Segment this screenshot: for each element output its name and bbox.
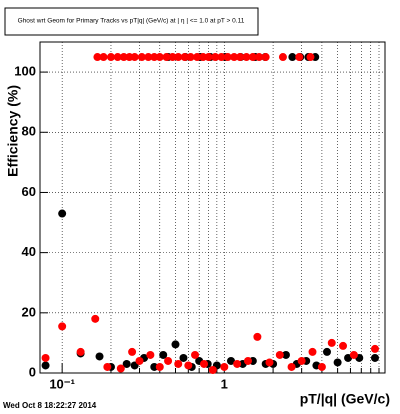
data-point — [128, 347, 137, 356]
data-point — [150, 362, 159, 371]
data-point — [220, 362, 229, 371]
data-point — [171, 340, 180, 349]
data-point — [288, 53, 297, 62]
data-point — [339, 341, 348, 350]
data-point — [179, 353, 188, 362]
y-tick-label: 20 — [22, 304, 36, 319]
data-point — [255, 53, 264, 62]
data-point — [91, 314, 100, 323]
data-point — [287, 362, 296, 371]
data-point — [370, 353, 379, 362]
data-point — [208, 365, 217, 374]
data-point — [322, 347, 331, 356]
data-point — [113, 53, 122, 62]
x-tick-label: 1 — [221, 376, 228, 391]
plot-frame — [39, 41, 386, 374]
data-point — [236, 53, 245, 62]
data-point — [174, 359, 183, 368]
data-point — [135, 356, 144, 365]
data-point — [180, 53, 189, 62]
data-point — [211, 53, 220, 62]
data-point — [278, 53, 287, 62]
data-point — [227, 356, 236, 365]
data-point — [186, 53, 195, 62]
data-point — [116, 364, 125, 373]
data-point — [370, 344, 379, 353]
data-point — [41, 361, 50, 370]
data-point — [248, 53, 257, 62]
data-point — [265, 358, 274, 367]
title-box — [4, 7, 259, 36]
data-point — [204, 53, 213, 62]
y-tick-label: 80 — [22, 124, 36, 139]
data-point — [253, 332, 262, 341]
data-point — [99, 53, 108, 62]
data-point — [200, 359, 209, 368]
y-tick-label: 0 — [29, 364, 36, 379]
timestamp: Wed Oct 8 18:22:27 2014 — [3, 401, 97, 410]
x-tick-label: 10⁻¹ — [49, 376, 75, 391]
data-point — [144, 53, 153, 62]
chart-title: Ghost wrt Geom for Primary Tracks vs pT|… — [18, 18, 245, 25]
data-point — [317, 362, 326, 371]
data-point — [174, 53, 183, 62]
data-point — [261, 53, 270, 62]
y-tick-label: 60 — [22, 184, 36, 199]
data-point — [295, 53, 304, 62]
data-point — [164, 356, 173, 365]
data-point — [275, 350, 284, 359]
data-point — [297, 356, 306, 365]
y-tick-label: 40 — [22, 244, 36, 259]
data-point — [93, 53, 102, 62]
data-point — [41, 353, 50, 362]
data-point — [76, 347, 85, 356]
data-point — [130, 53, 139, 62]
data-point — [327, 338, 336, 347]
data-point — [122, 359, 131, 368]
data-point — [155, 53, 164, 62]
data-point — [119, 53, 128, 62]
data-point — [242, 53, 251, 62]
data-point — [308, 347, 317, 356]
data-point — [333, 358, 342, 367]
data-point — [95, 352, 104, 361]
data-point — [199, 53, 208, 62]
data-point — [162, 53, 171, 62]
data-point — [349, 350, 358, 359]
data-point — [146, 350, 155, 359]
data-point — [243, 356, 252, 365]
data-point — [223, 53, 232, 62]
data-point — [150, 53, 159, 62]
data-point — [106, 53, 115, 62]
data-point — [184, 361, 193, 370]
y-tick-label: 100 — [14, 64, 36, 79]
data-point — [159, 350, 168, 359]
data-point — [306, 53, 315, 62]
data-point — [230, 53, 239, 62]
data-point — [281, 350, 290, 359]
data-point — [233, 359, 242, 368]
data-point — [193, 53, 202, 62]
data-point — [58, 322, 67, 331]
data-point — [58, 209, 67, 218]
x-axis-label: pT/|q| (GeV/c) — [300, 391, 390, 407]
y-axis-label: Efficiency (%) — [5, 85, 21, 177]
data-point — [155, 362, 164, 371]
data-point — [191, 350, 200, 359]
data-point — [168, 53, 177, 62]
data-point — [217, 53, 226, 62]
data-point — [137, 53, 146, 62]
data-point — [103, 362, 112, 371]
